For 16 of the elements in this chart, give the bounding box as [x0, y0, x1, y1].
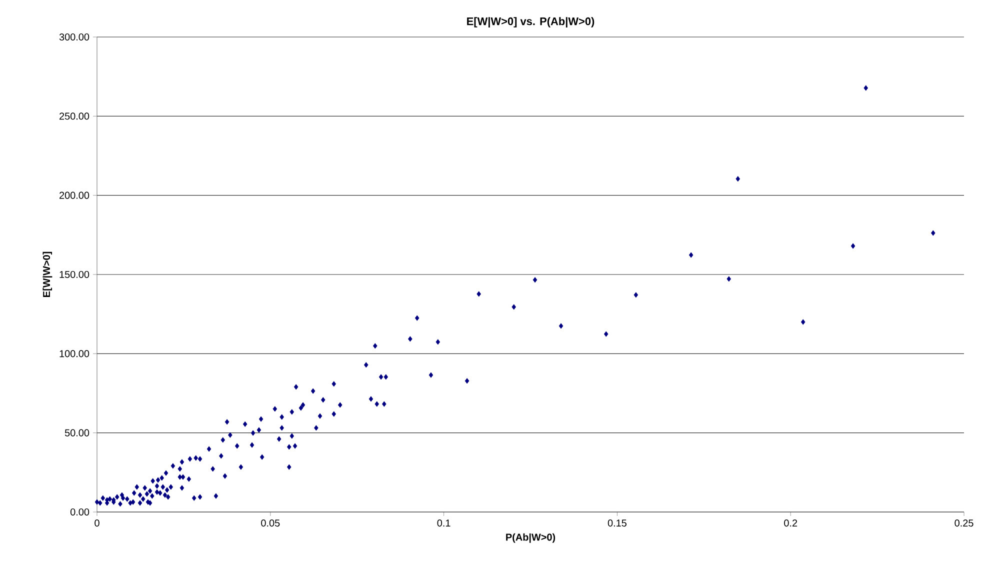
x-tick-label: 0.1	[437, 520, 450, 527]
x-axis-title: P(Ab|W>0)	[506, 533, 556, 543]
y-axis-title: E[W|W>0]	[42, 252, 52, 297]
y-tick-label: 150.00	[60, 270, 90, 278]
x-tick-label: 0.25	[954, 520, 974, 527]
x-tick-label: 0	[94, 520, 100, 527]
y-tick-label: 200.00	[60, 192, 90, 199]
x-tick-label: 0.05	[261, 520, 280, 527]
y-tick-label: 0.00	[70, 508, 90, 516]
y-tick-label: 300.00	[59, 33, 90, 41]
y-tick-label: 100.00	[60, 350, 90, 358]
chart-title: E[W|W>0] vs. P(Ab|W>0)	[467, 17, 594, 28]
x-tick-label: 0.2	[784, 520, 798, 527]
x-tick-label: 0.15	[608, 520, 626, 527]
y-tick-label: 250.00	[60, 112, 90, 120]
y-tick-label: 50.00	[64, 429, 90, 436]
